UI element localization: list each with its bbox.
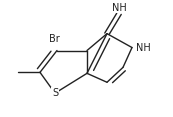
Text: S: S <box>52 88 58 98</box>
Text: NH: NH <box>112 3 126 13</box>
Text: Br: Br <box>49 34 60 44</box>
Text: NH: NH <box>136 43 151 53</box>
